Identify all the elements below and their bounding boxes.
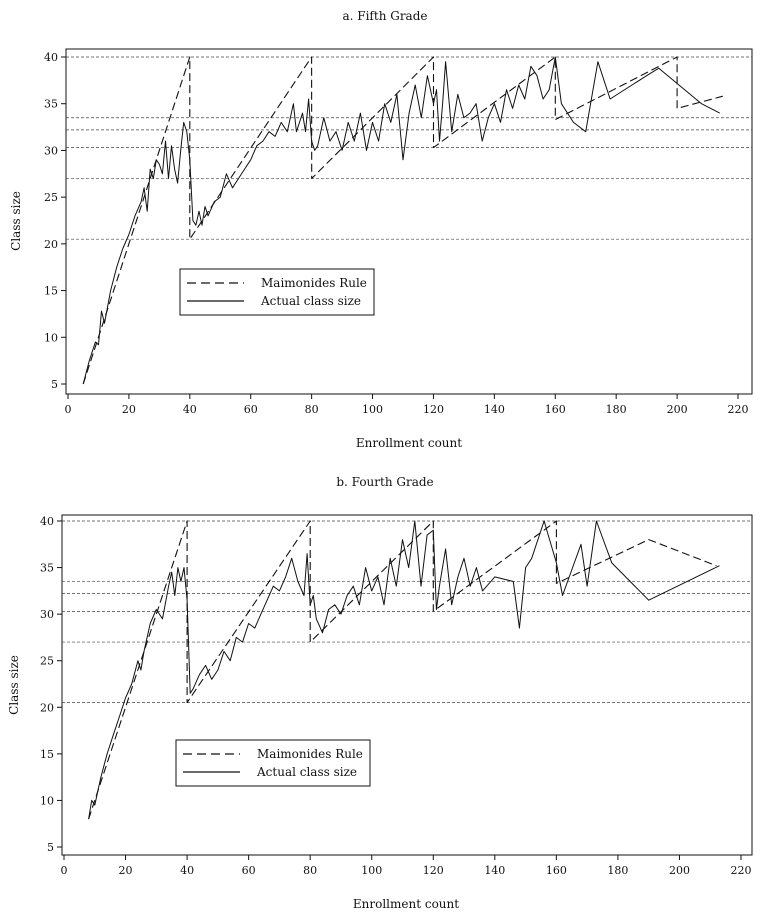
- x-tick-label: 40: [183, 403, 197, 416]
- x-axis-label: Enrollment count: [356, 436, 462, 450]
- plot-frame: [61, 514, 753, 856]
- legend-box: [179, 268, 375, 316]
- x-tick-label: 20: [122, 403, 136, 416]
- series-group: [82, 56, 723, 385]
- legend-label-maimonides: Maimonides Rule: [257, 747, 363, 761]
- x-tick-label: 60: [244, 403, 258, 416]
- x-tick-label: 80: [305, 403, 319, 416]
- reference-lines: [62, 520, 752, 703]
- x-tick-label: 0: [65, 403, 72, 416]
- chart-title: a. Fifth Grade: [342, 9, 427, 23]
- series-group: [88, 520, 720, 820]
- y-tick-label: 30: [44, 144, 58, 157]
- y-tick-label: 20: [44, 238, 58, 251]
- y-tick-label: 25: [44, 191, 58, 204]
- legend: Maimonides Rule Actual class size: [179, 268, 375, 316]
- y-axis: 5 10 15 20 25 30 35 40: [44, 51, 66, 391]
- series-line-actual-class-size: [82, 56, 720, 385]
- y-tick-label: 40: [44, 51, 58, 64]
- legend-label-maimonides: Maimonides Rule: [261, 276, 367, 290]
- reference-lines: [66, 56, 752, 240]
- y-tick-label: 35: [40, 562, 54, 575]
- x-tick-label: 180: [606, 403, 627, 416]
- y-tick-label: 15: [44, 285, 58, 298]
- x-tick-label: 220: [731, 864, 752, 877]
- x-tick-label: 100: [361, 864, 382, 877]
- x-axis: 0 20 40 60 80 100 120 140 160 180 200 220: [65, 394, 749, 416]
- legend-label-actual: Actual class size: [256, 765, 357, 779]
- x-tick-label: 140: [484, 403, 505, 416]
- y-tick-label: 10: [44, 331, 58, 344]
- x-tick-label: 160: [546, 864, 567, 877]
- y-axis-label: Class size: [7, 655, 21, 715]
- x-tick-label: 80: [303, 864, 317, 877]
- y-axis: 5 10 15 20 25 30 35 40: [40, 515, 62, 854]
- y-tick-label: 5: [47, 841, 54, 854]
- x-tick-label: 20: [119, 864, 133, 877]
- panel-fourth-grade: b. Fourth Grade 5 10 15 20 25 30 35 40 0 20 40 60 8…: [7, 475, 753, 911]
- x-tick-label: 160: [545, 403, 566, 416]
- x-tick-label: 220: [728, 403, 749, 416]
- series-line-maimonides-rule: [88, 520, 717, 820]
- x-tick-label: 140: [484, 864, 505, 877]
- y-tick-label: 5: [51, 378, 58, 391]
- legend-label-actual: Actual class size: [260, 294, 361, 308]
- legend: Maimonides Rule Actual class size: [175, 739, 371, 787]
- chart-title: b. Fourth Grade: [336, 475, 433, 489]
- x-tick-label: 200: [667, 403, 688, 416]
- x-tick-label: 120: [423, 864, 444, 877]
- x-axis: 0 20 40 60 80 100 120 140 160 180 200 220: [61, 855, 752, 877]
- plot-frame: [65, 48, 753, 395]
- x-tick-label: 40: [180, 864, 194, 877]
- x-tick-label: 60: [242, 864, 256, 877]
- y-tick-label: 30: [40, 608, 54, 621]
- legend-box: [175, 739, 371, 787]
- y-tick-label: 40: [40, 515, 54, 528]
- x-tick-label: 180: [607, 864, 628, 877]
- y-tick-label: 10: [40, 794, 54, 807]
- series-line-maimonides-rule: [82, 56, 723, 385]
- x-tick-label: 100: [362, 403, 383, 416]
- y-tick-label: 15: [40, 748, 54, 761]
- series-line-actual-class-size: [88, 520, 720, 820]
- x-axis-label: Enrollment count: [353, 897, 459, 911]
- y-tick-label: 25: [40, 655, 54, 668]
- x-tick-label: 200: [669, 864, 690, 877]
- y-axis-label: Class size: [9, 191, 23, 251]
- panel-fifth-grade: a. Fifth Grade 5 10 15 20 25 30 35 40 0 20 40 60 80…: [9, 9, 753, 450]
- x-tick-label: 0: [61, 864, 68, 877]
- y-tick-label: 35: [44, 98, 58, 111]
- x-tick-label: 120: [423, 403, 444, 416]
- y-tick-label: 20: [40, 701, 54, 714]
